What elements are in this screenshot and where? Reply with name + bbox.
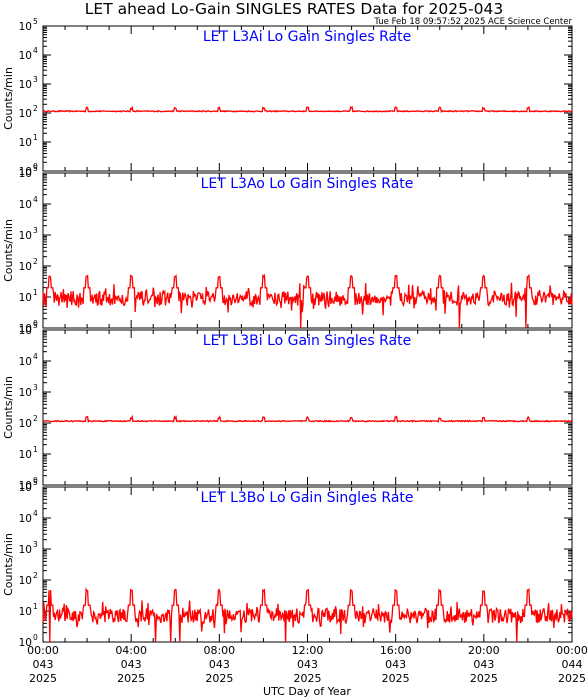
y-tick-exponent: 3 bbox=[33, 226, 38, 235]
y-tick-exponent: 0 bbox=[33, 476, 38, 485]
y-tick-exponent: 5 bbox=[33, 164, 38, 173]
y-tick-label: 10 bbox=[19, 230, 32, 242]
x-tick-time: 08:00 bbox=[203, 644, 235, 657]
x-tick-doy: 043 bbox=[473, 658, 494, 671]
y-tick-exponent: 5 bbox=[33, 321, 38, 330]
y-tick-label: 10 bbox=[19, 21, 32, 33]
y-tick-label: 10 bbox=[19, 199, 32, 211]
y-tick-label: 10 bbox=[19, 261, 32, 273]
x-tick-time: 04:00 bbox=[115, 644, 147, 657]
y-tick-exponent: 3 bbox=[33, 75, 38, 84]
y-tick-exponent: 1 bbox=[33, 288, 38, 297]
x-tick-doy: 043 bbox=[209, 658, 230, 671]
x-tick-doy: 043 bbox=[121, 658, 142, 671]
y-tick-label: 10 bbox=[19, 449, 32, 461]
x-axis: 00:00043202504:00043202508:00043202512:0… bbox=[27, 644, 587, 685]
y-tick-exponent: 0 bbox=[33, 162, 38, 171]
y-tick-label: 10 bbox=[19, 480, 32, 492]
x-tick-year: 2025 bbox=[382, 672, 410, 685]
x-axis-label: UTC Day of Year bbox=[263, 685, 351, 698]
y-tick-label: 10 bbox=[19, 513, 32, 525]
y-tick-label: 10 bbox=[19, 168, 32, 180]
y-axis-label: Counts/min bbox=[2, 376, 15, 439]
panel-title: LET L3Ao Lo Gain Singles Rate bbox=[201, 176, 414, 192]
y-tick-exponent: 5 bbox=[33, 478, 38, 487]
y-tick-exponent: 4 bbox=[33, 46, 38, 55]
x-tick-doy: 044 bbox=[562, 658, 583, 671]
y-tick-exponent: 1 bbox=[33, 445, 38, 454]
y-tick-label: 10 bbox=[19, 108, 32, 120]
x-tick-time: 00:00 bbox=[27, 644, 59, 657]
y-tick-label: 10 bbox=[19, 418, 32, 430]
x-tick-doy: 043 bbox=[385, 658, 406, 671]
y-axis-label: Counts/min bbox=[2, 533, 15, 596]
y-tick-label: 10 bbox=[19, 575, 32, 587]
y-tick-label: 10 bbox=[19, 356, 32, 368]
x-tick-year: 2025 bbox=[294, 672, 322, 685]
series-line bbox=[42, 273, 573, 329]
y-tick-label: 10 bbox=[19, 606, 32, 618]
x-tick-year: 2025 bbox=[205, 672, 233, 685]
plot-frame bbox=[42, 172, 573, 329]
series-line bbox=[42, 105, 573, 114]
y-tick-exponent: 4 bbox=[33, 509, 38, 518]
x-tick-year: 2025 bbox=[29, 672, 57, 685]
panel-title: LET L3Bo Lo Gain Singles Rate bbox=[200, 490, 413, 506]
x-tick-doy: 043 bbox=[297, 658, 318, 671]
y-tick-label: 10 bbox=[19, 482, 32, 494]
plot-frame bbox=[42, 25, 573, 172]
y-tick-label: 10 bbox=[19, 387, 32, 399]
y-tick-exponent: 0 bbox=[33, 319, 38, 328]
y-tick-exponent: 4 bbox=[33, 352, 38, 361]
y-tick-exponent: 2 bbox=[33, 104, 38, 113]
series-line bbox=[42, 587, 573, 643]
y-axis-label: Counts/min bbox=[2, 67, 15, 130]
y-axis-label: Counts/min bbox=[2, 219, 15, 282]
panel-title: LET L3Ai Lo Gain Singles Rate bbox=[203, 29, 411, 45]
y-tick-label: 10 bbox=[19, 544, 32, 556]
y-tick-exponent: 1 bbox=[33, 602, 38, 611]
x-tick-time: 12:00 bbox=[292, 644, 324, 657]
series-line bbox=[42, 414, 573, 423]
x-tick-time: 16:00 bbox=[380, 644, 412, 657]
chart-title: LET ahead Lo-Gain SINGLES RATES Data for… bbox=[85, 0, 503, 18]
y-tick-exponent: 3 bbox=[33, 383, 38, 392]
y-tick-exponent: 2 bbox=[33, 571, 38, 580]
y-tick-label: 10 bbox=[19, 323, 32, 335]
plot-frame bbox=[42, 329, 573, 486]
y-tick-label: 10 bbox=[19, 137, 32, 149]
x-tick-time: 20:00 bbox=[468, 644, 500, 657]
x-tick-time: 00:00 bbox=[556, 644, 587, 657]
y-tick-exponent: 4 bbox=[33, 195, 38, 204]
y-tick-label: 10 bbox=[19, 166, 32, 178]
y-tick-label: 10 bbox=[19, 325, 32, 337]
x-tick-year: 2025 bbox=[470, 672, 498, 685]
x-tick-doy: 043 bbox=[33, 658, 54, 671]
y-tick-exponent: 2 bbox=[33, 257, 38, 266]
y-tick-label: 10 bbox=[19, 79, 32, 91]
y-tick-exponent: 3 bbox=[33, 540, 38, 549]
y-tick-label: 10 bbox=[19, 50, 32, 62]
y-tick-exponent: 0 bbox=[33, 633, 38, 642]
y-tick-exponent: 5 bbox=[33, 17, 38, 26]
x-tick-year: 2025 bbox=[117, 672, 145, 685]
y-tick-exponent: 2 bbox=[33, 414, 38, 423]
y-tick-label: 10 bbox=[19, 637, 32, 649]
y-tick-label: 10 bbox=[19, 292, 32, 304]
timestamp: Tue Feb 18 09:57:52 2025 ACE Science Cen… bbox=[373, 17, 572, 27]
x-tick-year: 2025 bbox=[558, 672, 586, 685]
panel-title: LET L3Bi Lo Gain Singles Rate bbox=[203, 333, 411, 349]
y-tick-exponent: 1 bbox=[33, 133, 38, 142]
